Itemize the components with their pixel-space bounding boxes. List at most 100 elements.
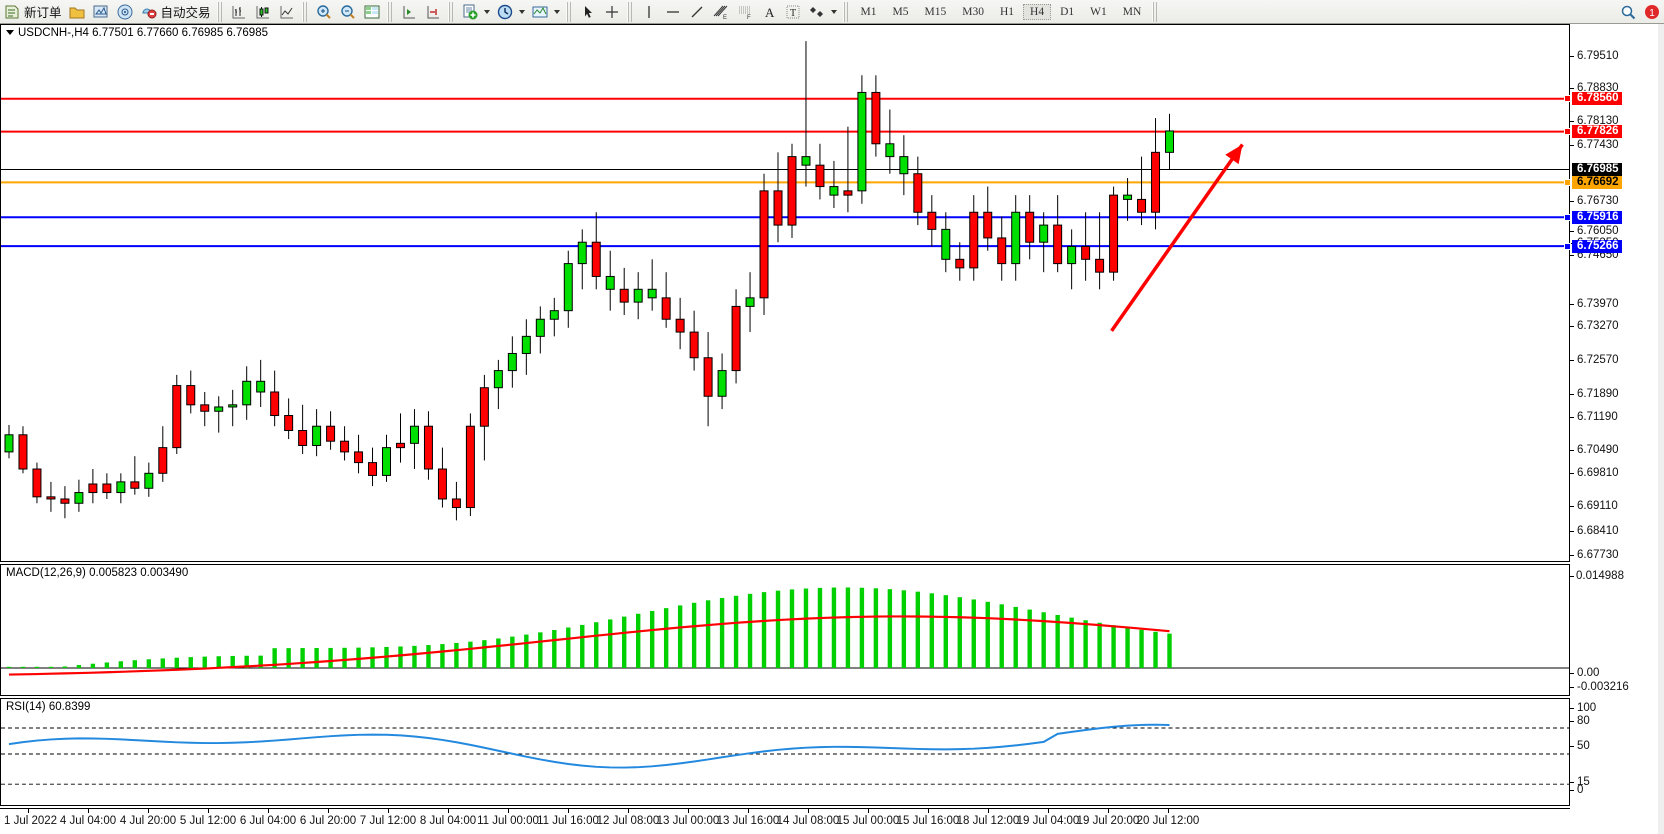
price-scale[interactable]: 6.79510 6.78830 6.78130 6.77430 6.76730 6.760…	[1564, 24, 1664, 806]
time-tick-mark	[208, 809, 209, 813]
price-label-pivot-line[interactable]: 6.76692	[1564, 176, 1622, 189]
price-label-handle[interactable]	[1564, 179, 1571, 186]
candle-body	[773, 190, 783, 226]
bar-chart-button[interactable]	[227, 1, 251, 23]
price-label-resistance-1[interactable]: 6.77826	[1564, 125, 1622, 138]
candle-body	[983, 211, 993, 239]
new-order-button[interactable]: 新订单	[0, 1, 65, 23]
time-axis: 1 Jul 2022 4 Jul 04:00 4 Jul 20:00 5 Jul 12…	[0, 808, 1570, 834]
candle-body	[675, 318, 685, 333]
horizontal-line-button[interactable]	[661, 1, 685, 23]
macd-histogram-bar	[524, 634, 529, 668]
crosshair-tool-button[interactable]	[600, 1, 624, 23]
autotrade-button[interactable]: 自动交易	[137, 1, 214, 23]
price-label-support-1[interactable]: 6.75916	[1564, 211, 1622, 224]
fibonacci-button[interactable]: E	[709, 1, 733, 23]
macd-histogram-bar	[482, 640, 487, 668]
toolbar-separator-4	[447, 1, 455, 22]
macd-histogram-bar	[20, 666, 26, 668]
macd-pane[interactable]: MACD(12,26,9) 0.005823 0.003490	[0, 564, 1570, 696]
macd-scale-tick: -0.003216	[1570, 681, 1629, 693]
macd-histogram-bar	[971, 599, 976, 668]
macd-histogram-bar	[1013, 606, 1018, 668]
add-indicator-button[interactable]	[458, 1, 493, 23]
rsi-label: RSI(14) 60.8399	[6, 701, 91, 713]
price-label-handle[interactable]	[1564, 243, 1571, 250]
zoom-out-button[interactable]	[336, 1, 360, 23]
vertical-line-button[interactable]	[637, 1, 661, 23]
timeframe-d1[interactable]: D1	[1060, 5, 1075, 18]
shapes-button[interactable]	[805, 1, 840, 23]
time-tick-mark	[508, 809, 509, 813]
price-pane[interactable]: USDCNH-,H4 6.77501 6.77660 6.76985 6.769…	[0, 24, 1570, 562]
candle-body	[74, 492, 84, 504]
price-tick: 6.78830	[1570, 82, 1619, 94]
timeframe-m15[interactable]: M15	[924, 5, 947, 18]
candle-body	[423, 425, 433, 470]
notification-button[interactable]: 1	[1640, 1, 1664, 23]
price-label-support-2[interactable]: 6.75266	[1564, 240, 1622, 253]
price-tick: 6.67730	[1570, 549, 1619, 561]
rsi-plot	[1, 723, 1569, 785]
market-watch-button[interactable]	[113, 1, 137, 23]
chart-area[interactable]: USDCNH-,H4 6.77501 6.77660 6.76985 6.769…	[0, 24, 1664, 834]
templates-button[interactable]	[528, 1, 563, 23]
scroll-end-button[interactable]	[397, 1, 421, 23]
candle-body	[382, 447, 392, 476]
candle-body	[955, 258, 965, 269]
rsi-pane[interactable]: RSI(14) 60.8399	[0, 698, 1570, 806]
time-tick: 6 Jul 20:00	[299, 815, 357, 827]
toolbar-separator-3	[386, 1, 394, 22]
folder-button[interactable]	[65, 1, 89, 23]
macd-histogram-bar	[859, 587, 865, 668]
price-label-resistance-2[interactable]: 6.78560	[1564, 92, 1622, 105]
candle-body	[717, 370, 727, 397]
time-tick: 4 Jul 20:00	[119, 815, 177, 827]
trendline-button[interactable]	[685, 1, 709, 23]
timeframe-m5[interactable]: M5	[892, 5, 909, 18]
timeframe-m30[interactable]: M30	[962, 5, 984, 18]
macd-histogram-bar	[635, 613, 641, 668]
price-label-handle[interactable]	[1564, 128, 1571, 135]
candle-body	[871, 91, 881, 145]
timeframe-h1[interactable]: H1	[999, 5, 1015, 18]
chevron-down-icon-3[interactable]	[553, 9, 560, 14]
line-chart-button[interactable]	[275, 1, 299, 23]
chevron-down-icon[interactable]	[483, 9, 490, 14]
candle-body	[1039, 224, 1049, 243]
macd-histogram-bar	[817, 587, 823, 668]
chart-shift-button[interactable]	[421, 1, 445, 23]
chevron-down-icon-2[interactable]	[518, 9, 525, 14]
period-button[interactable]	[493, 1, 528, 23]
macd-scale-tick: 0.014988	[1570, 570, 1624, 582]
macd-histogram-bar	[789, 589, 795, 668]
fibo-channel-button[interactable]: F	[733, 1, 757, 23]
cursor-tool-button[interactable]	[576, 1, 600, 23]
price-tick: 6.72570	[1570, 354, 1619, 366]
candle-body	[661, 297, 671, 320]
price-label-current-price[interactable]: 6.76985	[1572, 163, 1622, 176]
candle-body	[801, 156, 811, 166]
chart-menu-arrow-icon[interactable]	[6, 30, 14, 36]
price-label-handle[interactable]	[1564, 214, 1571, 221]
data-window-button[interactable]	[360, 1, 384, 23]
time-tick-mark	[268, 809, 269, 813]
macd-scale-tick: 0.00	[1570, 667, 1599, 679]
candle-body	[340, 440, 350, 453]
candlestick-chart-button[interactable]	[251, 1, 275, 23]
timeframe-h4[interactable]: H4	[1023, 3, 1052, 20]
candle-body	[969, 211, 979, 269]
timeframe-mn[interactable]: MN	[1122, 5, 1142, 18]
price-label-handle[interactable]	[1564, 95, 1571, 102]
search-button[interactable]	[1616, 1, 1640, 23]
vertical-scrollbar[interactable]	[1658, 24, 1664, 834]
text-label-button[interactable]: T	[781, 1, 805, 23]
macd-histogram-bar	[677, 605, 683, 668]
text-button[interactable]: A	[757, 1, 781, 23]
zoom-in-button[interactable]	[312, 1, 336, 23]
chevron-down-icon-4[interactable]	[830, 9, 837, 14]
profiles-button[interactable]	[89, 1, 113, 23]
timeframe-m1[interactable]: M1	[860, 5, 877, 18]
timeframe-w1[interactable]: W1	[1090, 5, 1107, 18]
candle-body	[130, 481, 140, 489]
